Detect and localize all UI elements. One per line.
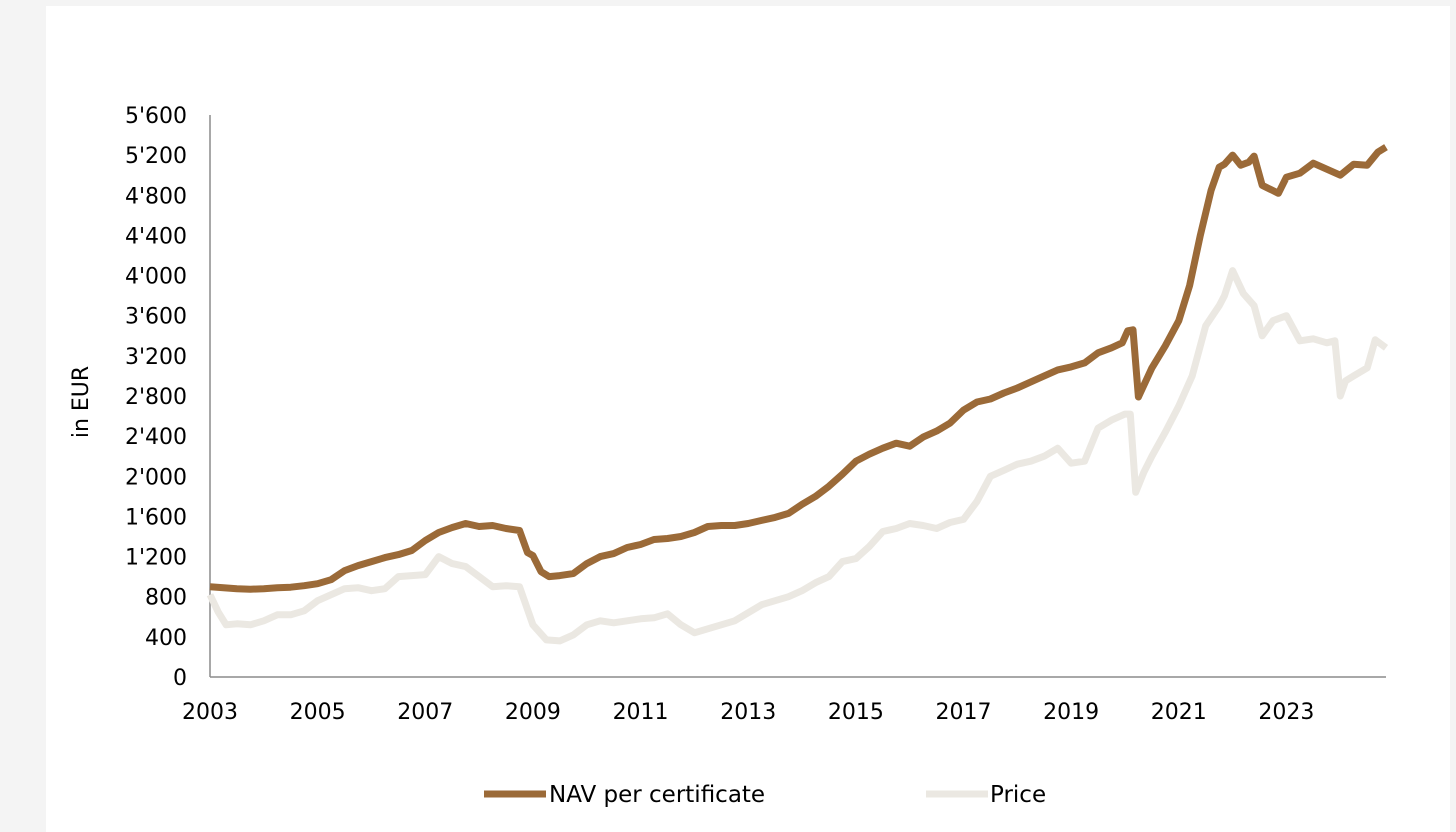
series-line-price [206,267,1389,645]
x-tick-label: 2023 [1258,700,1314,725]
x-tick-label: 2021 [1151,700,1207,725]
y-tick-label: 3'600 [125,305,187,330]
y-tick-label: 5'200 [125,144,187,169]
y-axis-label: in EUR [69,366,94,438]
y-tick-label: 800 [145,586,187,611]
y-tick-label: 400 [145,626,187,651]
x-tick-label: 2007 [397,700,453,725]
chart-frame: 0 400 800 1'200 1'600 2'000 2'400 2'800 3'200 3'6… [46,6,1450,832]
x-tick-label: 2015 [828,700,884,725]
legend-item-price: Price [926,782,1046,808]
x-tick-label: 2017 [936,700,992,725]
series-layer [206,144,1389,645]
y-tick-label: 2'400 [125,425,187,450]
legend-item-nav: NAV per certificate [484,782,765,808]
y-tick-label: 2'000 [125,465,187,490]
line-chart: 0 400 800 1'200 1'600 2'000 2'400 2'800 3'200 3'6… [69,104,1389,808]
y-tick-label: 1'600 [125,505,187,530]
y-tick-label: 3'200 [125,345,187,370]
y-tick-label: 4'800 [125,184,187,209]
y-tick-label: 4'000 [125,265,187,290]
x-axis-ticks: 2003 2005 2007 2009 2011 2013 2015 2017 2019 2021… [182,700,1314,725]
y-tick-label: 2'800 [125,385,187,410]
x-tick-label: 2013 [720,700,776,725]
series-line-nav-per-certificate [209,144,1388,593]
x-tick-label: 2005 [290,700,346,725]
y-tick-label: 4'400 [125,224,187,249]
y-tick-label: 1'200 [125,546,187,571]
y-tick-label: 5'600 [125,104,187,129]
y-tick-label: 0 [173,666,187,691]
x-tick-label: 2011 [613,700,669,725]
legend: NAV per certificate Price [484,782,1046,808]
legend-label-nav: NAV per certificate [549,782,765,808]
y-axis-ticks: 0 400 800 1'200 1'600 2'000 2'400 2'800 3'200 3'6… [125,104,187,691]
legend-label-price: Price [990,782,1046,808]
x-tick-label: 2003 [182,700,238,725]
x-tick-label: 2019 [1043,700,1099,725]
x-tick-label: 2009 [505,700,561,725]
